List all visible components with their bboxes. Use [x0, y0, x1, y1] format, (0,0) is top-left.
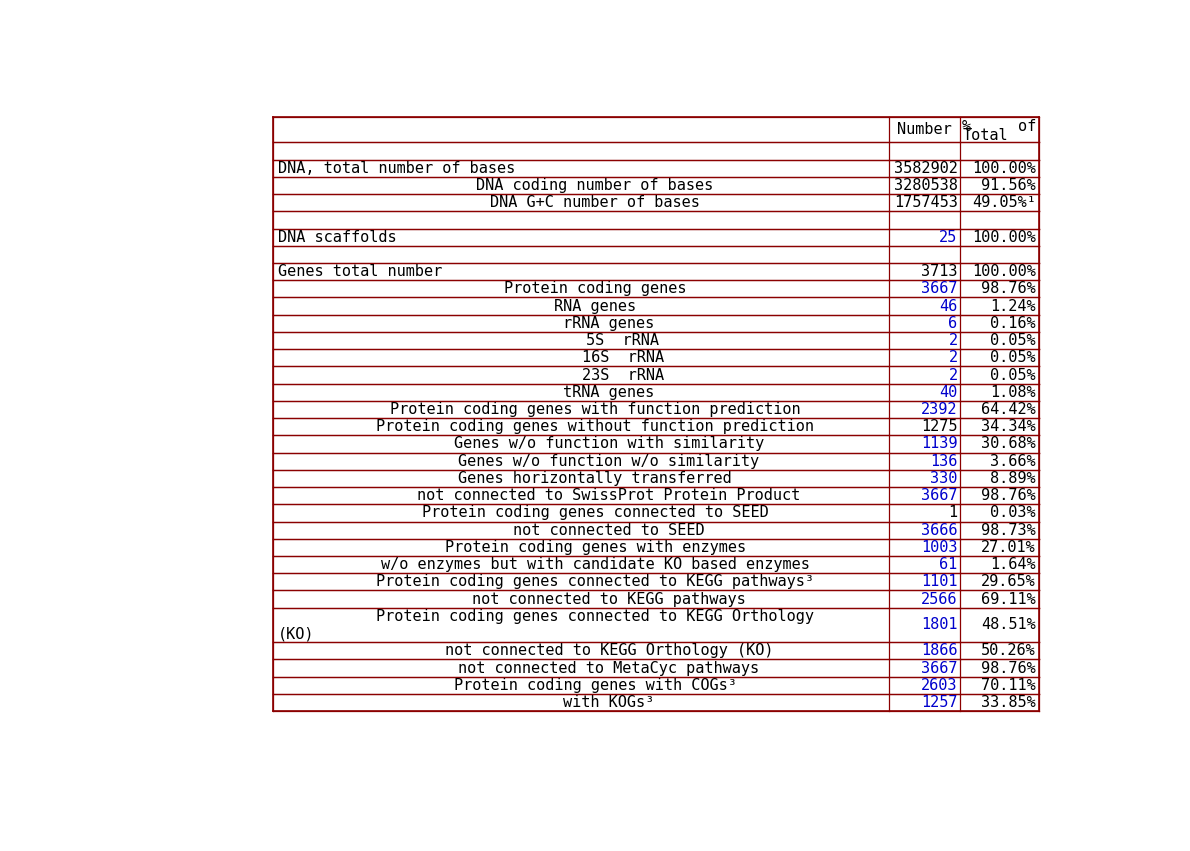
Text: DNA G+C number of bases: DNA G+C number of bases [490, 195, 700, 210]
Text: 1275: 1275 [921, 420, 958, 434]
Text: 16S  rRNA: 16S rRNA [582, 351, 664, 365]
Text: 98.76%: 98.76% [982, 660, 1036, 676]
Text: 5S  rRNA: 5S rRNA [587, 333, 659, 348]
Text: 0.16%: 0.16% [990, 316, 1036, 331]
Text: Genes horizontally transferred: Genes horizontally transferred [458, 471, 732, 486]
Text: with KOGs³: with KOGs³ [563, 695, 655, 710]
Text: 29.65%: 29.65% [982, 574, 1036, 590]
Text: 1139: 1139 [921, 437, 958, 452]
Text: 48.51%: 48.51% [982, 618, 1036, 632]
Text: Genes w/o function with similarity: Genes w/o function with similarity [453, 437, 764, 452]
Text: Protein coding genes with function prediction: Protein coding genes with function predi… [390, 402, 801, 417]
Text: 2: 2 [948, 351, 958, 365]
Text: Genes w/o function w/o similarity: Genes w/o function w/o similarity [458, 454, 759, 469]
Text: %: % [963, 119, 971, 134]
Text: 1101: 1101 [921, 574, 958, 590]
Text: 61: 61 [939, 557, 958, 572]
Text: DNA coding number of bases: DNA coding number of bases [476, 178, 714, 193]
Text: 64.42%: 64.42% [982, 402, 1036, 417]
Text: w/o enzymes but with candidate KO based enzymes: w/o enzymes but with candidate KO based … [381, 557, 809, 572]
Text: 1.64%: 1.64% [990, 557, 1036, 572]
Text: 2603: 2603 [921, 677, 958, 693]
Text: (KO): (KO) [278, 626, 314, 641]
Text: Number: Number [897, 122, 952, 137]
Text: Total: Total [963, 128, 1008, 143]
Text: 330: 330 [931, 471, 958, 486]
Text: 3280538: 3280538 [894, 178, 958, 193]
Text: Protein coding genes connected to KEGG Orthology: Protein coding genes connected to KEGG O… [376, 608, 814, 624]
Text: 34.34%: 34.34% [982, 420, 1036, 434]
Text: 1.24%: 1.24% [990, 299, 1036, 314]
Text: 50.26%: 50.26% [982, 643, 1036, 659]
Text: not connected to MetaCyc pathways: not connected to MetaCyc pathways [458, 660, 759, 676]
Text: 100.00%: 100.00% [972, 230, 1036, 245]
Text: not connected to KEGG Orthology (KO): not connected to KEGG Orthology (KO) [445, 643, 774, 659]
Text: 8.89%: 8.89% [990, 471, 1036, 486]
Text: 1.08%: 1.08% [990, 385, 1036, 400]
Text: 100.00%: 100.00% [972, 161, 1036, 176]
Text: RNA genes: RNA genes [555, 299, 637, 314]
Text: 98.76%: 98.76% [982, 488, 1036, 503]
Text: of: of [1017, 119, 1036, 134]
Text: 98.76%: 98.76% [982, 282, 1036, 296]
Text: 2566: 2566 [921, 591, 958, 607]
Text: 25: 25 [939, 230, 958, 245]
Text: 3667: 3667 [921, 660, 958, 676]
Text: 98.73%: 98.73% [982, 523, 1036, 538]
Text: 1: 1 [948, 505, 958, 521]
Text: 30.68%: 30.68% [982, 437, 1036, 452]
Text: 46: 46 [939, 299, 958, 314]
Text: Genes total number: Genes total number [278, 264, 443, 279]
Text: 23S  rRNA: 23S rRNA [582, 368, 664, 383]
Text: Protein coding genes connected to KEGG pathways³: Protein coding genes connected to KEGG p… [376, 574, 814, 590]
Text: Protein coding genes without function prediction: Protein coding genes without function pr… [376, 420, 814, 434]
Text: 3666: 3666 [921, 523, 958, 538]
Text: 2: 2 [948, 368, 958, 383]
Text: 1757453: 1757453 [894, 195, 958, 210]
Text: 2392: 2392 [921, 402, 958, 417]
Text: 3667: 3667 [921, 282, 958, 296]
Text: DNA scaffolds: DNA scaffolds [278, 230, 396, 245]
Text: Protein coding genes with COGs³: Protein coding genes with COGs³ [453, 677, 737, 693]
Text: 0.05%: 0.05% [990, 368, 1036, 383]
Text: 1801: 1801 [921, 618, 958, 632]
Text: 100.00%: 100.00% [972, 264, 1036, 279]
Text: 3667: 3667 [921, 488, 958, 503]
Text: 6: 6 [948, 316, 958, 331]
Text: 2: 2 [948, 333, 958, 348]
Text: 0.05%: 0.05% [990, 351, 1036, 365]
Text: 0.05%: 0.05% [990, 333, 1036, 348]
Text: 3.66%: 3.66% [990, 454, 1036, 469]
Text: 136: 136 [931, 454, 958, 469]
Text: 70.11%: 70.11% [982, 677, 1036, 693]
Text: 49.05%¹: 49.05%¹ [972, 195, 1036, 210]
Text: 1257: 1257 [921, 695, 958, 710]
Text: 3582902: 3582902 [894, 161, 958, 176]
Text: 69.11%: 69.11% [982, 591, 1036, 607]
Text: rRNA genes: rRNA genes [563, 316, 655, 331]
Text: 40: 40 [939, 385, 958, 400]
Text: DNA, total number of bases: DNA, total number of bases [278, 161, 515, 176]
Text: Protein coding genes with enzymes: Protein coding genes with enzymes [445, 540, 746, 555]
Text: 1866: 1866 [921, 643, 958, 659]
Text: 33.85%: 33.85% [982, 695, 1036, 710]
Text: Protein coding genes: Protein coding genes [503, 282, 687, 296]
Text: 27.01%: 27.01% [982, 540, 1036, 555]
Text: not connected to SwissProt Protein Product: not connected to SwissProt Protein Produ… [418, 488, 801, 503]
Text: 91.56%: 91.56% [982, 178, 1036, 193]
Text: 1003: 1003 [921, 540, 958, 555]
Text: 0.03%: 0.03% [990, 505, 1036, 521]
Text: Protein coding genes connected to SEED: Protein coding genes connected to SEED [421, 505, 769, 521]
Text: 3713: 3713 [921, 264, 958, 279]
Text: not connected to KEGG pathways: not connected to KEGG pathways [472, 591, 746, 607]
Text: tRNA genes: tRNA genes [563, 385, 655, 400]
Text: not connected to SEED: not connected to SEED [513, 523, 704, 538]
